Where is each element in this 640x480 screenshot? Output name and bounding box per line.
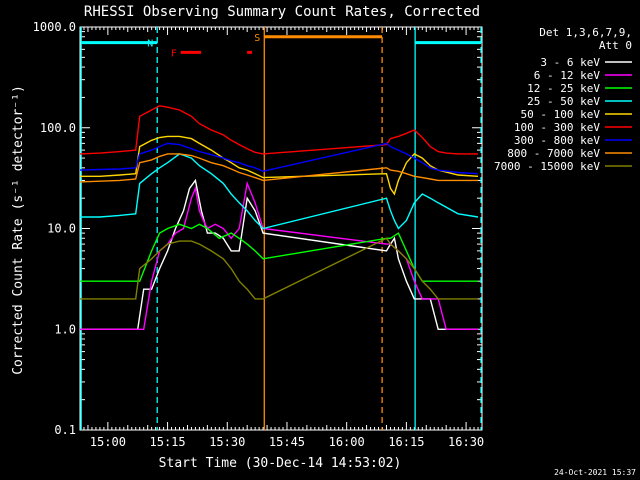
series-line bbox=[79, 153, 478, 183]
series-line bbox=[80, 153, 479, 230]
x-tick-label: 16:00 bbox=[329, 435, 365, 449]
series-line bbox=[79, 105, 478, 155]
x-tick-label: 15:15 bbox=[150, 435, 186, 449]
legend-header-line-1: Det 1,3,6,7,9, bbox=[539, 26, 632, 39]
plot-frame bbox=[79, 26, 483, 431]
y-tick-label: 100.0 bbox=[40, 121, 76, 135]
legend-entry-label: 50 - 100 keV bbox=[521, 108, 601, 121]
legend-entry-label: 300 - 800 keV bbox=[514, 134, 600, 147]
chart-title: RHESSI Observing Summary Count Rates, Co… bbox=[84, 4, 480, 20]
y-tick-label: 10.0 bbox=[47, 222, 76, 236]
y-tick-label: 0.1 bbox=[54, 423, 76, 437]
series-line bbox=[79, 142, 479, 175]
y-axis-label: Corrected Count Rate (s⁻¹ detector⁻¹) bbox=[11, 85, 26, 375]
reference-lines bbox=[80, 27, 482, 430]
x-tick-label: 15:30 bbox=[209, 435, 245, 449]
legend-entry-label: 3 - 6 keV bbox=[540, 56, 600, 69]
legend-entry-label: 7000 - 15000 keV bbox=[494, 160, 600, 173]
x-axis-label: Start Time (30-Dec-14 14:53:02) bbox=[159, 456, 402, 471]
footer-date: 24-Oct-2021 15:37 bbox=[554, 468, 636, 477]
series-line bbox=[80, 135, 479, 196]
x-tick-label: 15:45 bbox=[269, 435, 305, 449]
x-tick-label: 16:30 bbox=[448, 435, 484, 449]
series-line bbox=[80, 178, 478, 330]
legend-entry-label: 100 - 300 keV bbox=[514, 121, 600, 134]
legend-entry-label: 6 - 12 keV bbox=[534, 69, 601, 82]
y-tick-label: 1.0 bbox=[54, 322, 76, 336]
x-tick-label: 15:00 bbox=[90, 435, 126, 449]
series-line bbox=[80, 180, 478, 330]
legend-entry-label: 25 - 50 keV bbox=[527, 95, 600, 108]
series-line bbox=[80, 223, 478, 282]
series-line bbox=[80, 237, 478, 300]
y-tick-label: 1000.0 bbox=[33, 20, 76, 34]
legend-entry-label: 12 - 25 keV bbox=[527, 82, 600, 95]
x-tick-label: 16:15 bbox=[388, 435, 424, 449]
axis-ticks: 15:00 15:15 15:30 15:45 16:00 16:15 16:30 0.1 1.… bbox=[33, 20, 485, 449]
legend-header-line-2: Att 0 bbox=[599, 39, 632, 52]
series-lines bbox=[79, 105, 479, 330]
legend-entry-label: 800 - 7000 keV bbox=[507, 147, 600, 160]
flag-bars: N S F bbox=[81, 33, 481, 59]
flag-label: S bbox=[254, 33, 260, 44]
flag-label: F bbox=[171, 48, 177, 59]
flag-label: N bbox=[147, 39, 153, 50]
